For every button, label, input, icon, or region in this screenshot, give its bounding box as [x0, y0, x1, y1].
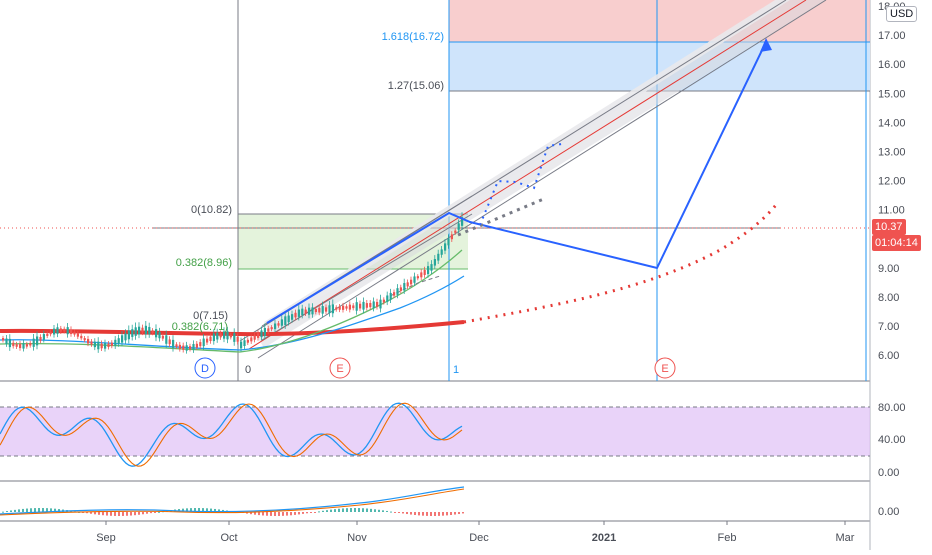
svg-text:E: E — [336, 363, 343, 375]
currency-label[interactable]: USD — [886, 6, 918, 22]
fib-level-0-low-label: 0(7.15) — [193, 310, 228, 322]
stoch-band — [0, 407, 870, 456]
fib-level-0-label: 0(10.82) — [191, 204, 232, 216]
macd-line — [0, 486, 465, 515]
stoch-d-line — [0, 402, 463, 467]
price-tick: 12.00 — [878, 176, 906, 188]
time-tick: Feb — [718, 532, 737, 544]
parallel-channel[interactable] — [258, 0, 826, 348]
time-tick: Dec — [469, 532, 489, 544]
price-axis[interactable]: 18.0017.0016.0015.0014.0013.0012.0011.00… — [878, 1, 906, 362]
time-tick: Nov — [347, 532, 367, 544]
macd-tick: 0.00 — [878, 506, 899, 518]
fib-ext-1618-label: 1.618(16.72) — [382, 31, 444, 43]
price-tick: 15.00 — [878, 88, 906, 100]
candlestick-series[interactable] — [2, 212, 464, 354]
cycle-label-0: 0 — [245, 364, 251, 376]
cycle-label-1: 1 — [453, 364, 459, 376]
stoch-tick: 80.00 — [878, 402, 906, 414]
price-tick: 8.00 — [878, 292, 899, 304]
price-tick: 7.00 — [878, 321, 899, 333]
price-tick: 13.00 — [878, 147, 906, 159]
event-marker-dividend[interactable]: D — [194, 357, 216, 379]
price-tick: 17.00 — [878, 30, 906, 42]
svg-text:E: E — [661, 363, 668, 375]
projection-arrowhead — [760, 38, 772, 52]
stoch-tick: 40.00 — [878, 434, 906, 446]
stoch-axis[interactable]: 80.00 40.00 0.00 — [878, 402, 906, 479]
time-axis[interactable]: Sep Oct Nov Dec 2021 Feb Mar — [96, 521, 855, 544]
price-tick: 11.00 — [878, 205, 905, 217]
fib-level-382-label: 0.382(8.96) — [176, 257, 232, 269]
stoch-tick: 0.00 — [878, 467, 899, 479]
svg-text:D: D — [201, 363, 209, 375]
price-tick: 9.00 — [878, 263, 899, 275]
time-tick: Sep — [96, 532, 116, 544]
fib-level-382-low-label: 0.382(6.71) — [172, 321, 228, 333]
projection-path[interactable] — [266, 41, 767, 324]
macd-signal-line — [0, 488, 465, 516]
price-tick: 14.00 — [878, 117, 906, 129]
macd-axis[interactable]: 0.00 — [878, 506, 899, 518]
time-tick: Oct — [220, 532, 237, 544]
bar-countdown-badge: 01:04:14 — [872, 235, 921, 251]
fib-ext-127-label: 1.27(15.06) — [388, 80, 444, 92]
event-marker-earnings-future[interactable]: E — [654, 357, 676, 379]
stoch-k-line — [0, 402, 463, 467]
price-tick: 6.00 — [878, 350, 899, 362]
time-tick: Mar — [836, 532, 855, 544]
price-tick: 16.00 — [878, 59, 906, 71]
last-price-badge: 10.37 — [872, 219, 906, 235]
ma-projection[interactable] — [463, 204, 778, 324]
time-tick: 2021 — [592, 532, 616, 544]
event-marker-earnings[interactable]: E — [329, 357, 351, 379]
